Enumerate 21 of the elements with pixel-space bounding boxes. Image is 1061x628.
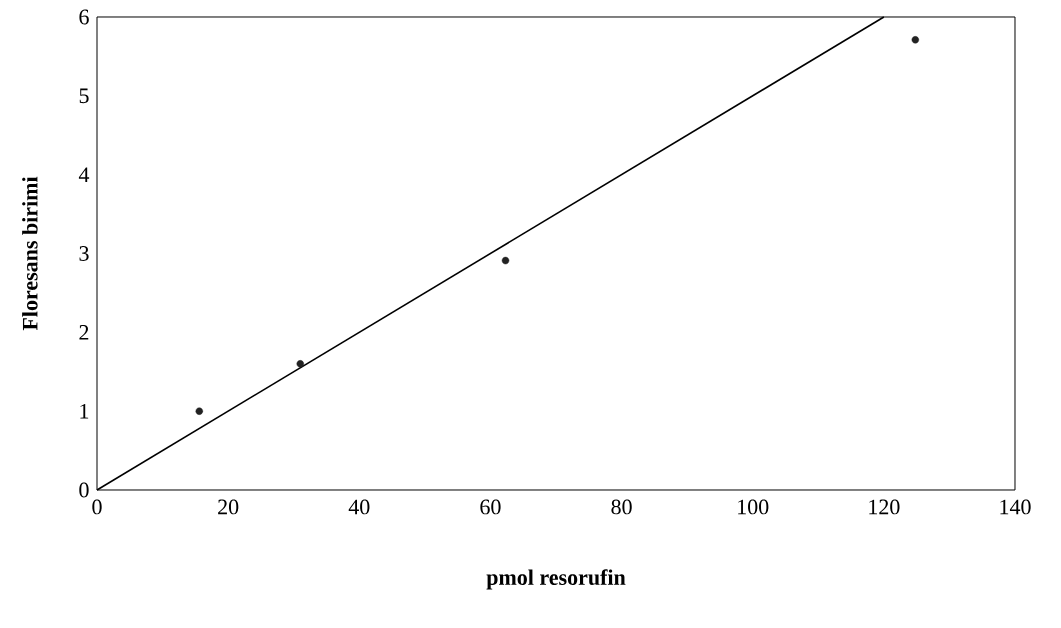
y-tick-label: 4 xyxy=(78,167,90,182)
x-tick-label: 60 xyxy=(480,499,501,515)
x-tick-label: 140 xyxy=(1000,499,1031,515)
point xyxy=(911,36,920,44)
x-tick-label: 80 xyxy=(611,499,632,515)
x-tick-label: 20 xyxy=(218,499,239,515)
x-tick-label: 100 xyxy=(738,499,769,515)
y-tick-label: 6 xyxy=(79,9,89,25)
y-tick-label: 1 xyxy=(80,403,89,419)
point xyxy=(296,360,304,368)
x-tick-label: 40 xyxy=(348,499,370,515)
y-tick-label: 0 xyxy=(79,482,89,498)
x-tick-label: 120 xyxy=(869,499,900,515)
point xyxy=(195,407,203,415)
point xyxy=(501,256,510,265)
y-tick-label: 3 xyxy=(79,246,89,261)
x-tick-label: 0 xyxy=(92,499,102,515)
y-axis-title: Floresans birimi xyxy=(22,176,38,331)
y-tick-label: 5 xyxy=(79,88,89,104)
x-axis-title: pmol resorufin xyxy=(486,569,626,590)
y-tick-label: 2 xyxy=(79,325,89,340)
